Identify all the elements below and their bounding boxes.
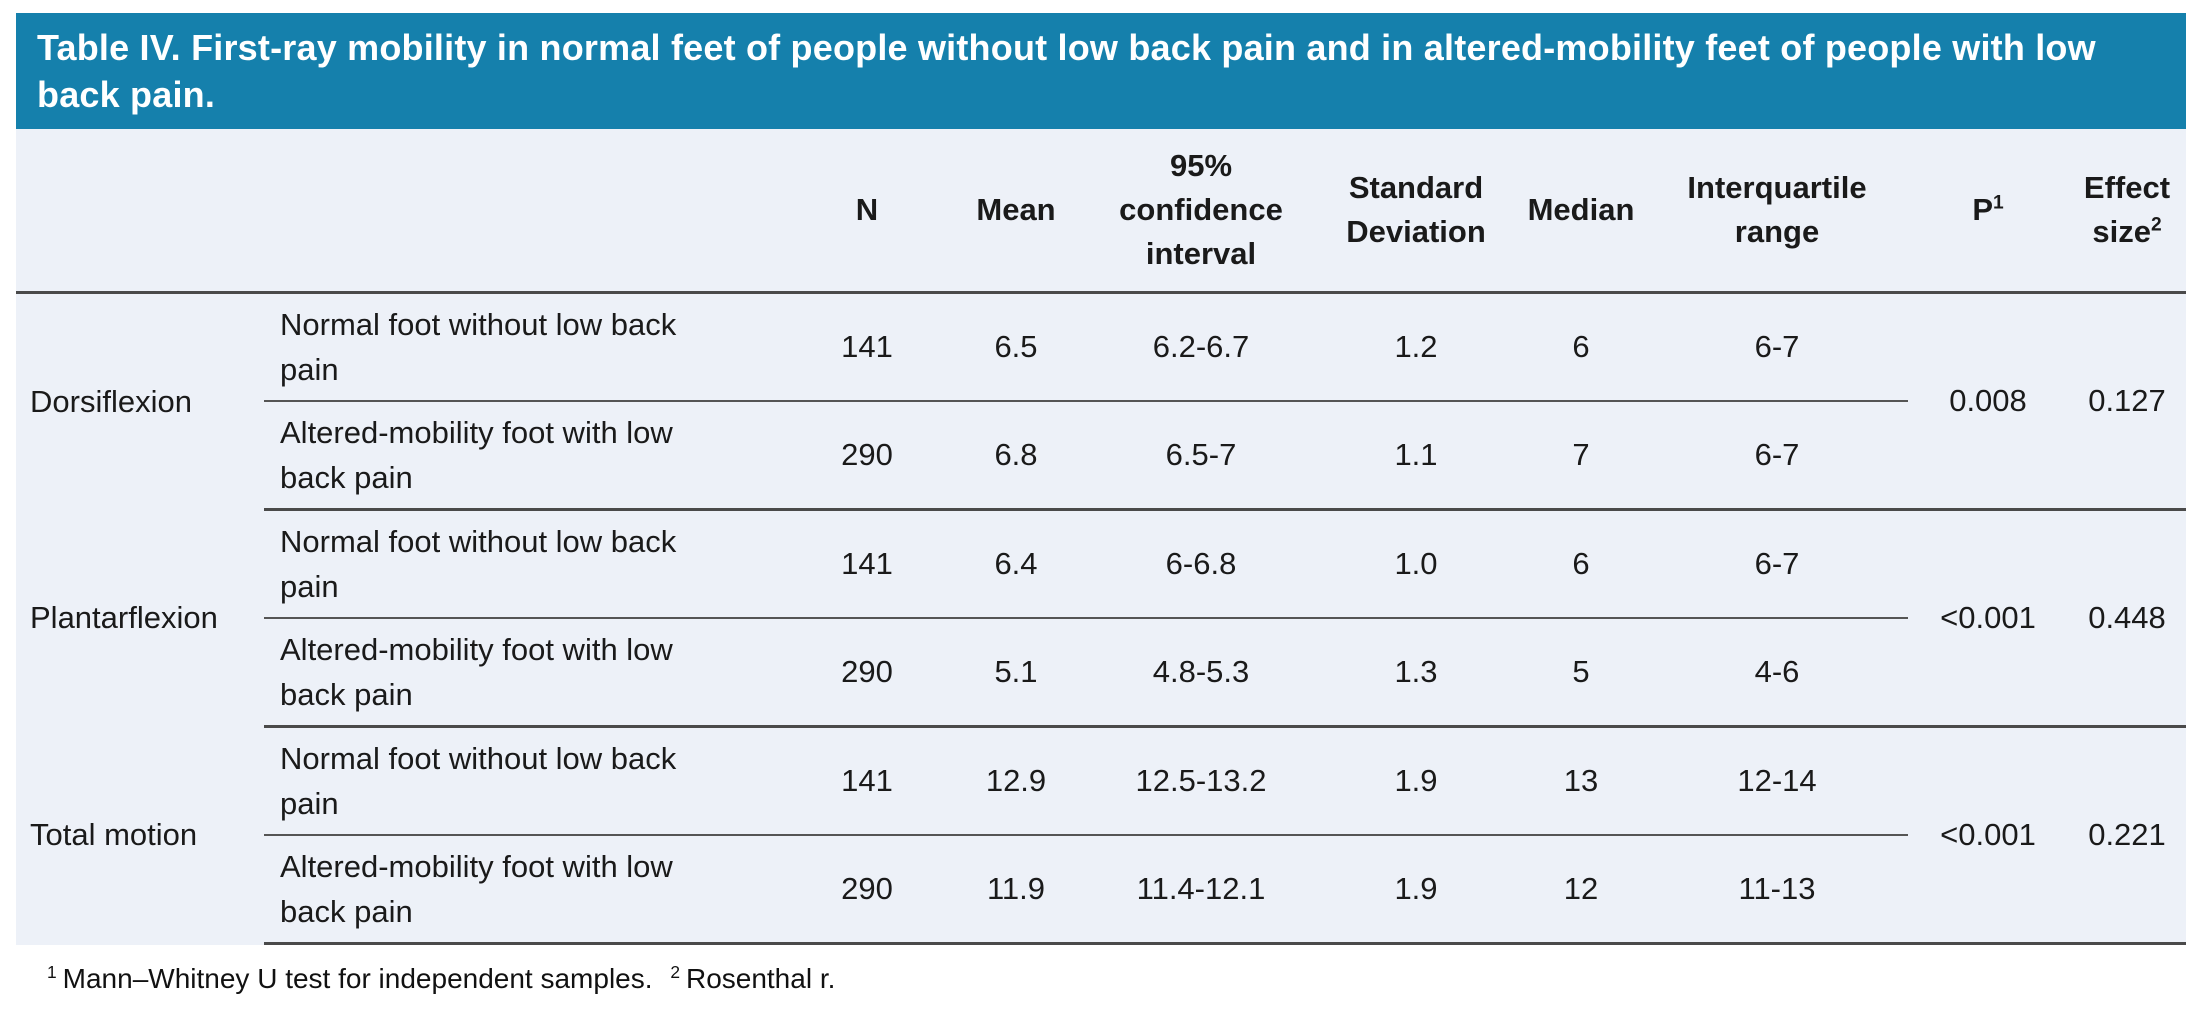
col-header-effect-size: Effect size2 — [2068, 129, 2186, 294]
effect-size-label: Effect size — [2083, 170, 2171, 249]
median-cell: 13 — [1516, 726, 1646, 836]
ci-cell: 11.4-12.1 — [1086, 835, 1316, 945]
col-header-n: N — [788, 129, 946, 294]
table-row: Total motion Normal foot without low bac… — [16, 726, 2186, 945]
p-value-cell: <0.001 — [1908, 726, 2068, 945]
table-header: N Mean 95% confidence interval Standard … — [16, 129, 2186, 294]
condition-cell: Normal foot without low back pain — [264, 509, 788, 619]
p-label: P — [1972, 192, 1993, 227]
median-cell: 5 — [1516, 618, 1646, 728]
footnote-marker-2: 2 — [670, 961, 680, 982]
condition-cell: Altered-mobility foot with low back pain — [264, 618, 788, 728]
mean-cell: 6.4 — [946, 509, 1086, 619]
table-row: Plantarflexion Normal foot without low b… — [16, 509, 2186, 728]
condition-cell: Normal foot without low back pain — [264, 292, 788, 402]
n-cell: 290 — [788, 401, 946, 511]
ci-cell: 6-6.8 — [1086, 509, 1316, 619]
header-row: N Mean 95% confidence interval Standard … — [16, 129, 2186, 294]
median-cell: 7 — [1516, 401, 1646, 511]
col-header-p: P1 — [1908, 129, 2068, 294]
table-row: Altered-mobility foot with low back pain… — [16, 401, 2186, 511]
median-cell: 12 — [1516, 835, 1646, 945]
mean-cell: 5.1 — [946, 618, 1086, 728]
iqr-cell: 11-13 — [1646, 835, 1908, 945]
table-row: Altered-mobility foot with low back pain… — [16, 835, 2186, 945]
col-header-ci: 95% confidence interval — [1086, 129, 1316, 294]
iqr-cell: 6-7 — [1646, 292, 1908, 402]
effect-size-cell: 0.221 — [2068, 726, 2186, 945]
sd-cell: 1.0 — [1316, 509, 1516, 619]
table-title-band: Table IV. First-ray mobility in normal f… — [16, 13, 2186, 129]
table-row: Dorsiflexion Normal foot without low bac… — [16, 292, 2186, 511]
iqr-cell: 4-6 — [1646, 618, 1908, 728]
ci-cell: 6.2-6.7 — [1086, 292, 1316, 402]
n-cell: 141 — [788, 726, 946, 836]
col-header-sd: Standard Deviation — [1316, 129, 1516, 294]
effect-size-footnote-marker: 2 — [2150, 214, 2162, 236]
p-value-cell: <0.001 — [1908, 509, 2068, 728]
footnote-text-1: Mann–Whitney U test for independent samp… — [62, 963, 653, 994]
iqr-cell: 12-14 — [1646, 726, 1908, 836]
condition-cell: Normal foot without low back pain — [264, 726, 788, 836]
ci-cell: 4.8-5.3 — [1086, 618, 1316, 728]
effect-size-cell: 0.448 — [2068, 509, 2186, 728]
table-row: Altered-mobility foot with low back pain… — [16, 618, 2186, 728]
mean-cell: 12.9 — [946, 726, 1086, 836]
header-spacer — [16, 129, 788, 294]
effect-size-cell: 0.127 — [2068, 292, 2186, 511]
n-cell: 290 — [788, 835, 946, 945]
group-label-dorsiflexion: Dorsiflexion — [30, 383, 192, 419]
first-ray-mobility-table: N Mean 95% confidence interval Standard … — [16, 129, 2186, 945]
table-body: Dorsiflexion Normal foot without low bac… — [16, 292, 2186, 945]
p-footnote-marker: 1 — [1993, 192, 2004, 214]
table-title: Table IV. First-ray mobility in normal f… — [37, 27, 2096, 115]
mean-cell: 11.9 — [946, 835, 1086, 945]
iqr-cell: 6-7 — [1646, 509, 1908, 619]
median-cell: 6 — [1516, 292, 1646, 402]
ci-cell: 12.5-13.2 — [1086, 726, 1316, 836]
sd-cell: 1.3 — [1316, 618, 1516, 728]
n-cell: 141 — [788, 292, 946, 402]
group-label-total-motion: Total motion — [30, 817, 198, 852]
p-value-cell: 0.008 — [1908, 292, 2068, 511]
col-header-median: Median — [1516, 129, 1646, 294]
mean-cell: 6.5 — [946, 292, 1086, 402]
group-label-plantarflexion: Plantarflexion — [30, 600, 218, 635]
footnote-text-2: Rosenthal r. — [685, 963, 836, 994]
ci-cell: 6.5-7 — [1086, 401, 1316, 511]
iqr-cell: 6-7 — [1646, 401, 1908, 511]
col-header-iqr: Interquartile range — [1646, 129, 1908, 294]
sd-cell: 1.9 — [1316, 835, 1516, 945]
condition-cell: Altered-mobility foot with low back pain — [264, 835, 788, 945]
n-cell: 290 — [788, 618, 946, 728]
col-header-mean: Mean — [946, 129, 1086, 294]
condition-cell: Altered-mobility foot with low back pain — [264, 401, 788, 511]
footnote-marker-1: 1 — [47, 961, 57, 982]
n-cell: 141 — [788, 509, 946, 619]
table-card: Table IV. First-ray mobility in normal f… — [16, 13, 2186, 995]
sd-cell: 1.2 — [1316, 292, 1516, 402]
mean-cell: 6.8 — [946, 401, 1086, 511]
sd-cell: 1.9 — [1316, 726, 1516, 836]
sd-cell: 1.1 — [1316, 401, 1516, 511]
footnote: 1 Mann–Whitney U test for independent sam… — [47, 963, 2186, 995]
median-cell: 6 — [1516, 509, 1646, 619]
